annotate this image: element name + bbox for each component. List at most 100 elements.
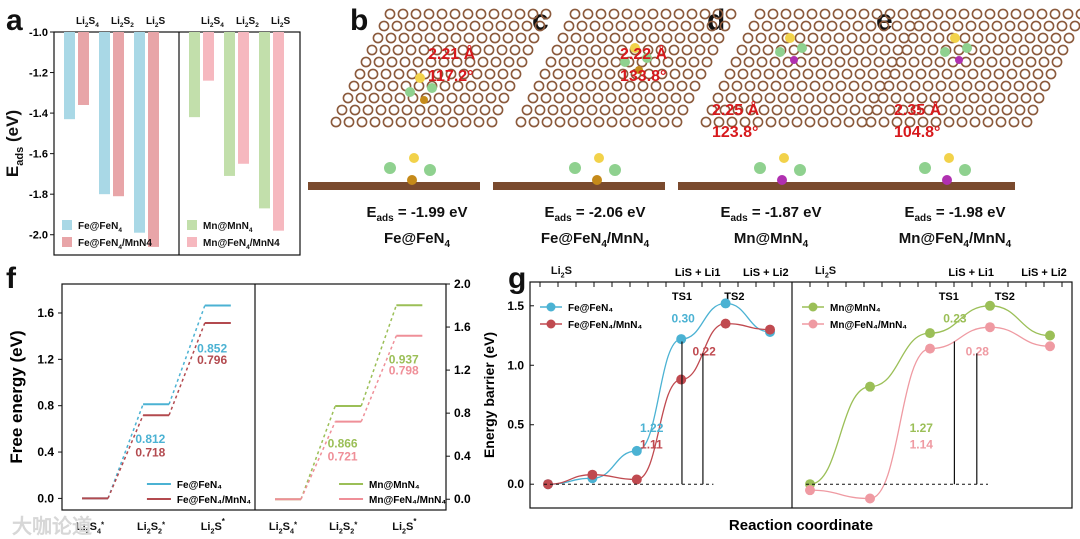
lattice-ring	[1008, 116, 1020, 128]
lattice-ring	[648, 32, 660, 44]
lattice-ring	[993, 68, 1005, 80]
lattice-ring	[830, 116, 842, 128]
lattice-ring	[718, 80, 730, 92]
lattice-ring	[1000, 80, 1012, 92]
lattice-ring	[885, 32, 897, 44]
lattice-ring	[343, 116, 355, 128]
lattice-ring	[742, 32, 754, 44]
lattice-ring	[540, 92, 552, 104]
lattice-ring	[862, 104, 874, 116]
lattice-ring	[367, 68, 379, 80]
legend-label: Mn@MnN₄	[830, 303, 881, 314]
lattice-ring	[651, 104, 663, 116]
y-tick-label: 1.2	[454, 363, 471, 377]
lattice-ring	[423, 8, 435, 20]
lattice-ring	[1051, 56, 1063, 68]
y-axis-label: Energy barrier (eV)	[481, 332, 497, 458]
lattice-ring	[1050, 32, 1062, 44]
lattice-ring	[449, 8, 461, 20]
lattice-ring	[848, 80, 860, 92]
structure-b-eads: Eads = -1.99 eV	[366, 204, 468, 224]
lattice-ring	[867, 68, 879, 80]
structure-top-view-b	[330, 8, 552, 128]
lattice-ring	[969, 116, 981, 128]
lattice-ring	[566, 92, 578, 104]
lattice-ring	[846, 32, 858, 44]
lattice-ring	[478, 80, 490, 92]
legend-label: Fe@FeN₄/MnN₄	[177, 495, 252, 506]
lattice-ring	[700, 32, 712, 44]
lattice-ring	[1017, 20, 1029, 32]
chart-a: -1.0 -1.2 -1.4 -1.6 -1.8 -2.0 Eads (eV) Li2S4 Li…	[3, 16, 301, 256]
lattice-ring	[761, 20, 773, 32]
lattice-ring	[822, 80, 834, 92]
category-label: Li2S4	[76, 16, 99, 29]
lattice-ring	[1045, 68, 1057, 80]
structure-top-view-e	[865, 8, 1080, 128]
lattice-ring	[401, 104, 413, 116]
lattice-ring	[654, 20, 666, 32]
lattice-ring	[392, 44, 404, 56]
connector	[300, 405, 336, 500]
lattice-ring	[609, 32, 621, 44]
lattice-ring	[852, 20, 864, 32]
lattice-ring	[336, 104, 348, 116]
lattice-ring	[719, 104, 731, 116]
lattice-ring	[840, 44, 852, 56]
structure-e-angle: 104.8°	[894, 124, 941, 141]
sulfur-atom	[594, 153, 604, 163]
lattice-ring	[414, 104, 426, 116]
lattice-ring	[641, 20, 653, 32]
lattice-ring	[903, 92, 915, 104]
lattice-ring	[934, 56, 946, 68]
lattice-ring	[992, 44, 1004, 56]
bar	[203, 32, 214, 81]
lattice-ring	[892, 44, 904, 56]
lattice-ring	[771, 104, 783, 116]
lattice-ring	[598, 80, 610, 92]
lattice-ring	[917, 116, 929, 128]
metal-atom	[635, 66, 643, 74]
lattice-ring	[767, 8, 779, 20]
structure-b-label: Fe@FeN4	[383, 230, 451, 250]
lattice-ring	[1075, 8, 1080, 20]
lattice-ring	[580, 116, 592, 128]
lattice-ring	[451, 56, 463, 68]
bar	[113, 32, 124, 197]
lattice-ring	[658, 116, 670, 128]
panel-letter-b: b	[350, 4, 369, 37]
structure-e-bond: 2.35 Å	[894, 102, 942, 119]
lattice-ring	[446, 92, 458, 104]
lattice-ring	[459, 92, 471, 104]
lattice-ring	[599, 104, 611, 116]
lattice-ring	[406, 68, 418, 80]
y-tick-label: 0.8	[454, 406, 471, 420]
lattice-ring	[776, 68, 788, 80]
lattice-ring	[842, 92, 854, 104]
lattice-ring	[470, 44, 482, 56]
reaction-path	[547, 322, 771, 485]
lattice-ring	[661, 32, 673, 44]
lattice-ring	[712, 92, 724, 104]
lattice-ring	[706, 20, 718, 32]
y-tick-label: -2.0	[29, 230, 48, 242]
connector	[360, 335, 398, 422]
lattice-ring	[817, 116, 829, 128]
lattice-ring	[932, 8, 944, 20]
lattice-ring	[563, 20, 575, 32]
lattice-ring	[617, 68, 629, 80]
side-view-slab	[308, 182, 480, 190]
lattice-ring	[680, 20, 692, 32]
lattice-ring	[897, 104, 909, 116]
lattice-ring	[736, 44, 748, 56]
lattice-ring	[681, 44, 693, 56]
lattice-ring	[664, 104, 676, 116]
lattice-ring	[832, 8, 844, 20]
lattice-ring	[737, 68, 749, 80]
bar	[99, 32, 110, 195]
lithium-atom	[775, 47, 785, 57]
lattice-ring	[984, 8, 996, 20]
lattice-ring	[637, 80, 649, 92]
lattice-ring	[491, 80, 503, 92]
lattice-ring	[490, 56, 502, 68]
